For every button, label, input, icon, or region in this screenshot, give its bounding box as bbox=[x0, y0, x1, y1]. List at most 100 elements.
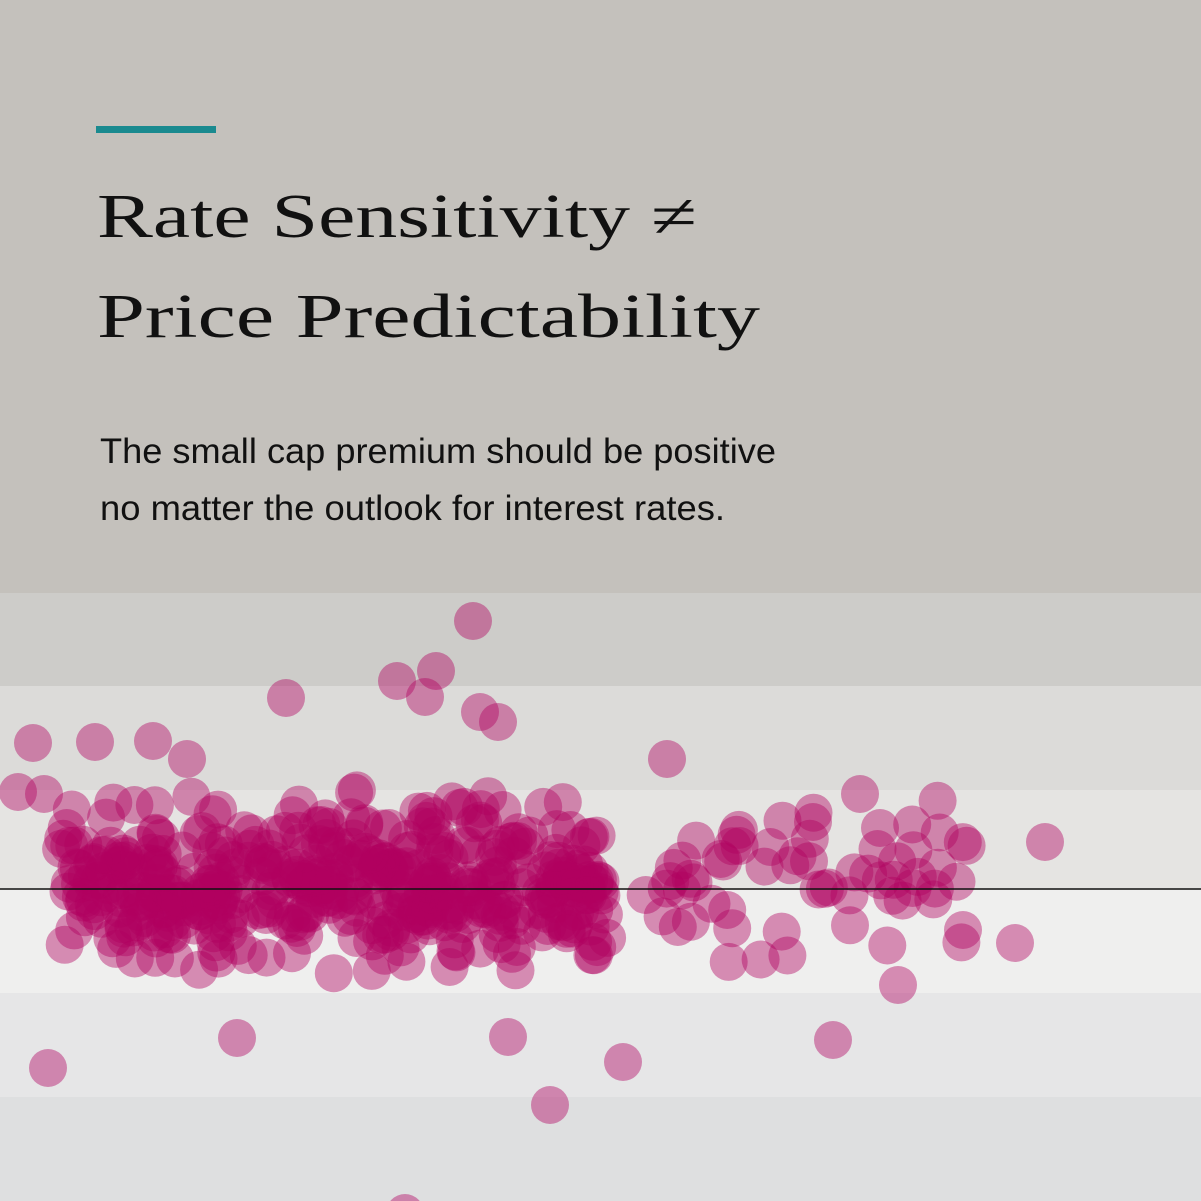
dot bbox=[430, 948, 469, 986]
dot bbox=[388, 820, 427, 858]
dot bbox=[135, 880, 174, 919]
dot bbox=[206, 836, 245, 875]
dot bbox=[135, 844, 174, 883]
band bbox=[0, 890, 1201, 993]
dot bbox=[285, 916, 324, 955]
dot bbox=[160, 865, 199, 903]
dot bbox=[91, 826, 130, 865]
dot bbox=[464, 885, 503, 924]
dot bbox=[200, 882, 239, 921]
dot bbox=[553, 909, 592, 948]
dot bbox=[296, 855, 334, 894]
dot bbox=[556, 869, 594, 908]
dot bbox=[449, 896, 488, 934]
dot bbox=[363, 809, 402, 848]
dot bbox=[366, 842, 405, 880]
dot bbox=[942, 923, 981, 962]
dot bbox=[140, 876, 178, 915]
dot bbox=[416, 823, 455, 861]
dot bbox=[326, 898, 364, 937]
dot bbox=[104, 909, 143, 948]
dot bbox=[149, 873, 187, 912]
dot bbox=[375, 847, 414, 886]
dot bbox=[651, 862, 690, 901]
subtitle: The small cap premium should be positive bbox=[100, 432, 776, 471]
dot bbox=[89, 866, 128, 905]
dot bbox=[145, 910, 184, 949]
dot bbox=[337, 771, 376, 810]
dot bbox=[713, 909, 752, 948]
dot bbox=[244, 890, 283, 929]
dot bbox=[425, 832, 464, 870]
dot bbox=[536, 884, 575, 923]
dot bbox=[413, 862, 451, 901]
dot bbox=[545, 861, 584, 900]
dot bbox=[366, 901, 405, 940]
dot bbox=[378, 849, 417, 888]
dot bbox=[499, 822, 537, 861]
dot bbox=[281, 823, 320, 862]
dot bbox=[494, 836, 533, 875]
dot bbox=[920, 813, 959, 852]
dot bbox=[543, 783, 582, 822]
dot bbox=[467, 862, 506, 901]
dot bbox=[498, 894, 537, 933]
dot bbox=[74, 843, 113, 882]
dot bbox=[65, 898, 104, 937]
dot bbox=[361, 853, 400, 892]
accent-rule bbox=[96, 126, 216, 133]
dot bbox=[87, 835, 126, 874]
dot bbox=[73, 844, 112, 883]
dot bbox=[861, 861, 900, 900]
dot bbox=[354, 856, 393, 895]
dot bbox=[391, 915, 430, 954]
dot bbox=[745, 847, 784, 886]
dot bbox=[918, 848, 957, 887]
dot bbox=[61, 877, 100, 916]
dot bbox=[362, 915, 401, 954]
dot bbox=[835, 853, 874, 892]
dot bbox=[461, 801, 499, 840]
dot bbox=[372, 908, 411, 947]
dot bbox=[415, 833, 454, 872]
dot bbox=[547, 914, 586, 953]
dot bbox=[384, 865, 423, 903]
dot bbox=[510, 863, 549, 902]
dot bbox=[719, 810, 758, 849]
dot bbox=[526, 851, 565, 890]
dot bbox=[883, 881, 922, 920]
dot bbox=[94, 783, 133, 822]
dot bbox=[499, 813, 538, 852]
dot bbox=[45, 925, 84, 964]
dot bbox=[482, 925, 521, 964]
dot bbox=[365, 842, 404, 881]
dot bbox=[97, 929, 136, 968]
dot bbox=[335, 843, 374, 882]
subtitle: no matter the outlook for interest rates… bbox=[100, 489, 725, 528]
dot bbox=[225, 811, 264, 850]
dot bbox=[858, 830, 897, 868]
dot bbox=[532, 841, 571, 880]
dot bbox=[280, 902, 319, 941]
dot bbox=[191, 871, 230, 910]
dot bbox=[209, 903, 248, 942]
dot bbox=[137, 863, 176, 902]
dot bbox=[214, 841, 253, 879]
dot bbox=[355, 881, 394, 920]
dot bbox=[168, 740, 206, 778]
dot bbox=[893, 869, 932, 907]
dot bbox=[423, 836, 462, 874]
dot bbox=[245, 844, 284, 883]
dot bbox=[189, 864, 228, 903]
dot bbox=[181, 872, 220, 911]
dot bbox=[480, 896, 519, 935]
title: Rate Sensitivity ≠ bbox=[97, 183, 697, 251]
dot bbox=[335, 864, 374, 902]
dot bbox=[556, 893, 595, 931]
dot bbox=[193, 795, 232, 834]
dot bbox=[67, 856, 106, 895]
dot bbox=[430, 895, 468, 934]
dot bbox=[539, 848, 578, 887]
dot bbox=[72, 863, 111, 902]
dot bbox=[573, 936, 612, 975]
